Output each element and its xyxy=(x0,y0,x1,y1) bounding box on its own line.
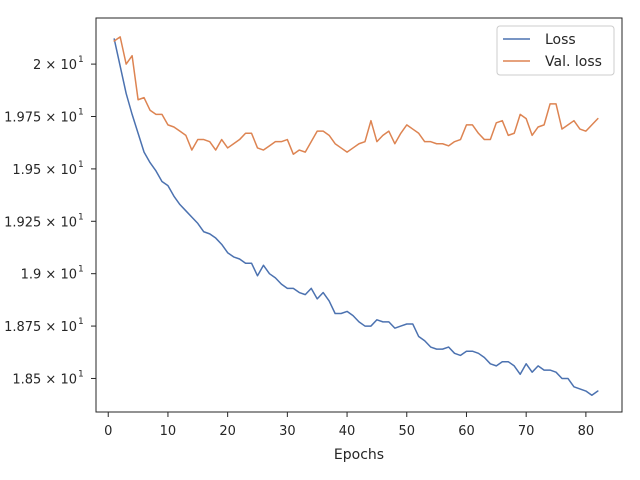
legend-entries: Loss Val. loss xyxy=(503,32,602,70)
x-tick-label: 10 xyxy=(160,424,177,439)
y-tick-exponent: 1 xyxy=(78,55,84,65)
legend: Loss Val. loss xyxy=(496,25,615,76)
y-tick-label: 1.875 × 10 xyxy=(4,320,77,335)
y-tick-exponent: 1 xyxy=(78,108,84,118)
x-tick-label: 20 xyxy=(219,424,236,439)
y-tick-label: 1.975 × 10 xyxy=(4,111,77,126)
y-tick-exponent: 1 xyxy=(78,212,84,222)
x-tick-label: 60 xyxy=(458,424,475,439)
x-tick-label: 40 xyxy=(339,424,356,439)
series-line-val-loss xyxy=(113,36,599,155)
plot-area xyxy=(95,17,623,413)
x-axis-label: Epochs xyxy=(334,447,384,463)
x-tick-label: 30 xyxy=(279,424,296,439)
x-tick-label: 70 xyxy=(518,424,535,439)
y-tick-label: 1.85 × 10 xyxy=(12,372,77,387)
x-tick-label: 0 xyxy=(104,424,112,439)
y-tick-label: 1.95 × 10 xyxy=(12,163,77,178)
legend-label: Val. loss xyxy=(545,54,602,70)
y-tick-exponent: 1 xyxy=(78,317,84,327)
y-tick-label: 1.9 × 10 xyxy=(21,268,77,283)
y-tick-label: 1.925 × 10 xyxy=(4,215,77,230)
y-axis-ticks: 1.85 × 10 11.875 × 10 11.9 × 10 11.925 × 10… xyxy=(4,55,96,387)
x-tick-label: 80 xyxy=(578,424,595,439)
x-axis-ticks: 0 10 20 30 40 50 60 70 80 xyxy=(104,412,594,439)
legend-label: Loss xyxy=(545,32,576,48)
y-tick-exponent: 1 xyxy=(78,265,84,275)
y-tick-label: 2 × 10 xyxy=(33,58,77,73)
series-layer xyxy=(113,36,599,396)
x-tick-label: 50 xyxy=(398,424,415,439)
y-tick-exponent: 1 xyxy=(78,369,84,379)
series-line-loss xyxy=(113,38,599,396)
axes-frame xyxy=(95,17,623,413)
y-tick-exponent: 1 xyxy=(78,160,84,170)
